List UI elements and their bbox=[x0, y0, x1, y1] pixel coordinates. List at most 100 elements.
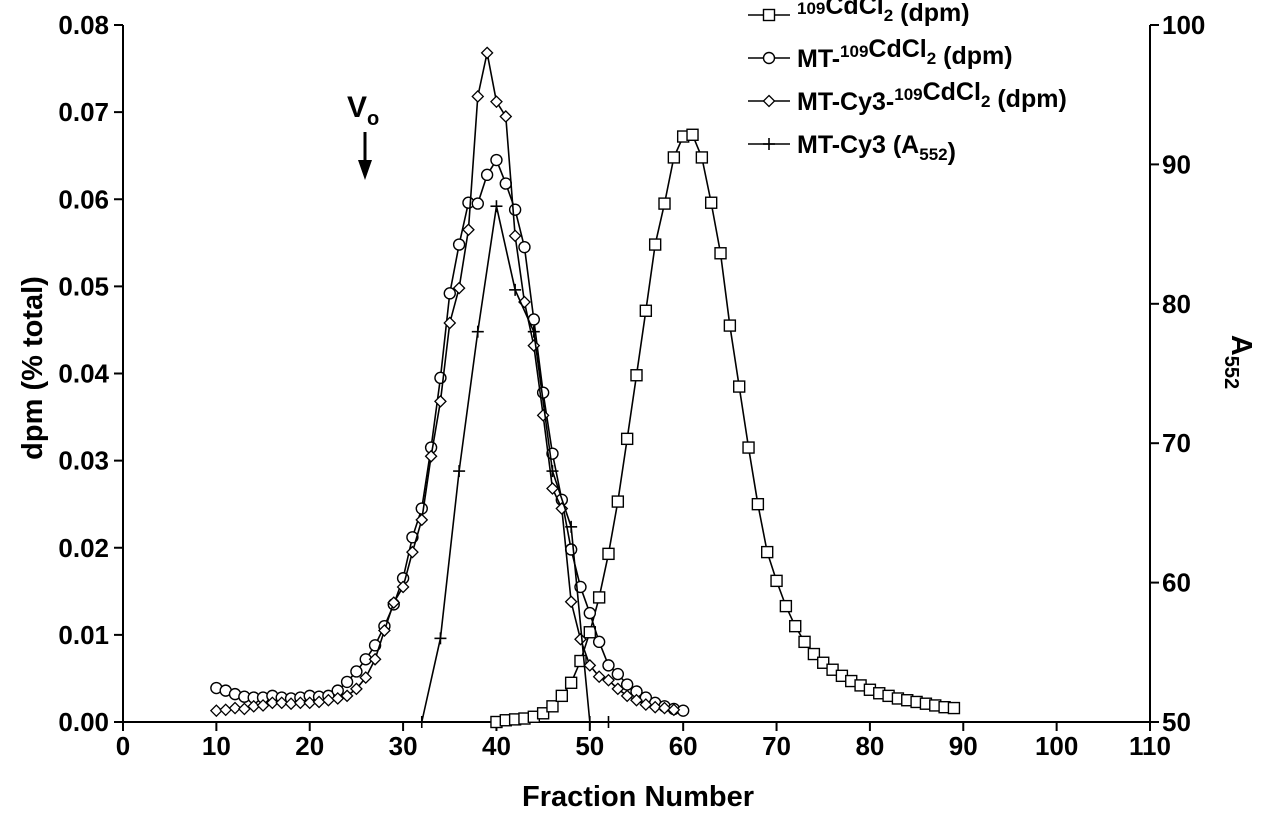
legend-marker bbox=[762, 51, 776, 65]
data-point bbox=[742, 441, 755, 454]
data-point bbox=[490, 153, 503, 167]
data-point bbox=[265, 696, 279, 710]
data-point bbox=[434, 394, 447, 408]
data-point bbox=[415, 716, 428, 728]
data-point bbox=[564, 543, 578, 556]
data-point bbox=[602, 673, 615, 687]
legend: 109CdCl2 (dpm) MT-109CdCl2 (dpm) MT-Cy3-10… bbox=[748, 0, 1067, 166]
data-point bbox=[350, 665, 363, 678]
data-point bbox=[564, 676, 578, 689]
data-point bbox=[592, 670, 606, 684]
x-tick-label: 20 bbox=[295, 731, 324, 761]
data-point bbox=[359, 671, 373, 684]
data-point bbox=[284, 697, 298, 711]
y-tick-label: 0.05 bbox=[58, 271, 109, 301]
data-point bbox=[817, 656, 830, 669]
data-point bbox=[349, 682, 363, 696]
data-point bbox=[583, 626, 597, 639]
y2-tick-label: 50 bbox=[1162, 707, 1191, 737]
data-point bbox=[658, 197, 671, 210]
data-point bbox=[574, 632, 587, 646]
data-point bbox=[620, 689, 634, 703]
data-point bbox=[648, 238, 662, 251]
data-point bbox=[630, 369, 643, 382]
legend-entry: MT-Cy3-109CdCl2 (dpm) bbox=[748, 78, 1067, 116]
data-point bbox=[779, 599, 793, 613]
data-point bbox=[499, 177, 512, 190]
series-square bbox=[490, 128, 961, 729]
series-plus bbox=[415, 200, 615, 728]
x-tick-label: 90 bbox=[949, 731, 978, 761]
data-point bbox=[247, 699, 261, 713]
data-point bbox=[509, 283, 522, 296]
legend-marker bbox=[762, 8, 776, 22]
legend-marker bbox=[762, 94, 776, 108]
data-point bbox=[452, 238, 466, 251]
x-tick-label: 110 bbox=[1129, 731, 1171, 761]
data-point bbox=[471, 197, 484, 210]
data-point bbox=[546, 482, 559, 495]
data-point bbox=[592, 635, 606, 649]
legend-label: MT-Cy3 (A552) bbox=[797, 131, 956, 166]
data-point bbox=[415, 513, 429, 527]
data-point bbox=[704, 196, 718, 209]
y-tick-label: 0.00 bbox=[58, 707, 109, 737]
y-tick-label: 0.03 bbox=[58, 446, 109, 476]
data-point bbox=[275, 696, 289, 710]
data-point bbox=[686, 128, 699, 141]
data-point bbox=[480, 168, 494, 182]
data-point bbox=[340, 689, 354, 703]
data-point bbox=[377, 624, 391, 637]
data-point bbox=[490, 95, 503, 109]
data-point bbox=[293, 696, 307, 710]
annotation-label: Vo bbox=[347, 91, 379, 130]
data-point bbox=[471, 325, 484, 338]
data-point bbox=[751, 497, 765, 511]
legend-marker bbox=[763, 138, 775, 150]
data-point bbox=[490, 200, 503, 213]
data-point bbox=[611, 495, 625, 508]
data-point bbox=[798, 635, 811, 649]
data-point bbox=[648, 700, 662, 714]
y2-tick-label: 90 bbox=[1162, 149, 1191, 179]
annotation-vo: Vo bbox=[347, 91, 379, 180]
data-point bbox=[723, 319, 737, 332]
data-point bbox=[443, 316, 457, 330]
x-tick-label: 60 bbox=[669, 731, 698, 761]
series-line bbox=[216, 158, 684, 712]
data-point bbox=[733, 380, 746, 393]
series-layer bbox=[209, 46, 961, 729]
axes: 0 10 20 30 40 50 60 70 80 90 100 110 0.00 0.01 0.02 0.0… bbox=[58, 10, 1205, 761]
data-point bbox=[452, 281, 466, 295]
data-point bbox=[546, 465, 559, 478]
data-point bbox=[424, 449, 438, 463]
data-point bbox=[630, 693, 643, 707]
data-point bbox=[667, 703, 681, 717]
y2-tick-label: 70 bbox=[1162, 428, 1191, 458]
data-point bbox=[770, 574, 783, 588]
data-point bbox=[714, 247, 727, 260]
data-point bbox=[564, 595, 578, 609]
y-tick-label: 0.04 bbox=[58, 359, 109, 389]
x-tick-label: 40 bbox=[482, 731, 511, 761]
y-tick-label: 0.06 bbox=[58, 184, 109, 214]
data-point bbox=[602, 716, 615, 728]
legend-entry: 109CdCl2 (dpm) bbox=[748, 0, 970, 27]
data-point bbox=[219, 703, 233, 717]
data-point bbox=[415, 502, 428, 515]
y-tick-label: 0.07 bbox=[58, 97, 109, 127]
data-point bbox=[228, 701, 242, 715]
x-tick-label: 80 bbox=[855, 731, 884, 761]
data-point bbox=[695, 151, 709, 164]
legend-label: MT-109CdCl2 (dpm) bbox=[797, 35, 1013, 73]
data-point bbox=[453, 465, 466, 478]
data-point bbox=[406, 545, 419, 559]
data-point bbox=[602, 547, 615, 561]
y2-tick-label: 60 bbox=[1162, 568, 1191, 598]
x-tick-label: 0 bbox=[116, 731, 130, 761]
data-point bbox=[443, 287, 456, 300]
data-point bbox=[592, 591, 606, 604]
data-point bbox=[555, 689, 569, 703]
data-point bbox=[602, 659, 615, 672]
